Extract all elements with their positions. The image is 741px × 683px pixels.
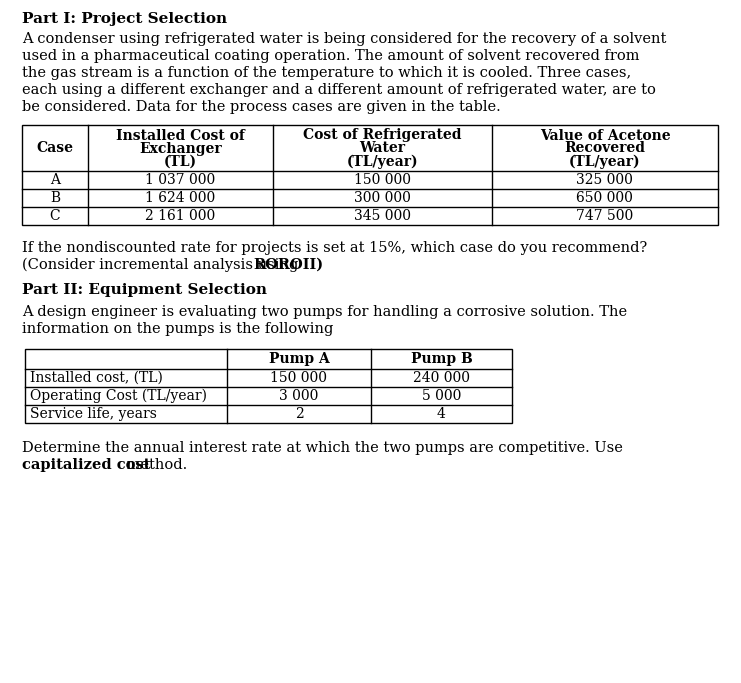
Bar (25, 349, 512, 423)
Text: Operating Cost (TL/year): Operating Cost (TL/year) (30, 389, 207, 403)
Text: ROROII): ROROII) (253, 258, 323, 272)
Text: (TL/year): (TL/year) (346, 154, 418, 169)
Text: Case: Case (36, 141, 73, 156)
Text: 747 500: 747 500 (576, 209, 634, 223)
Text: A design engineer is evaluating two pumps for handling a corrosive solution. The: A design engineer is evaluating two pump… (22, 305, 627, 319)
Text: 4: 4 (437, 407, 446, 421)
Text: Value of Acetone: Value of Acetone (539, 128, 670, 143)
Text: used in a pharmaceutical coating operation. The amount of solvent recovered from: used in a pharmaceutical coating operati… (22, 49, 639, 63)
Text: Determine the annual interest rate at which the two pumps are competitive. Use: Determine the annual interest rate at wh… (22, 441, 623, 455)
Text: Pump A: Pump A (268, 352, 329, 366)
Bar (22, 125, 718, 225)
Text: (TL/year): (TL/year) (569, 154, 641, 169)
Text: information on the pumps is the following: information on the pumps is the followin… (22, 322, 333, 336)
Text: 240 000: 240 000 (413, 371, 470, 385)
Text: (Consider incremental analysis using: (Consider incremental analysis using (22, 258, 303, 273)
Text: Part II: Equipment Selection: Part II: Equipment Selection (22, 283, 267, 297)
Text: Installed cost, (TL): Installed cost, (TL) (30, 371, 163, 385)
Text: Service life, years: Service life, years (30, 407, 157, 421)
Text: A: A (50, 173, 60, 187)
Text: 150 000: 150 000 (353, 173, 411, 187)
Text: method.: method. (122, 458, 187, 472)
Text: If the nondiscounted rate for projects is set at 15%, which case do you recommen: If the nondiscounted rate for projects i… (22, 241, 647, 255)
Text: be considered. Data for the process cases are given in the table.: be considered. Data for the process case… (22, 100, 501, 114)
Text: B: B (50, 191, 60, 205)
Text: 345 000: 345 000 (353, 209, 411, 223)
Text: 300 000: 300 000 (353, 191, 411, 205)
Text: 650 000: 650 000 (576, 191, 634, 205)
Text: 2 161 000: 2 161 000 (145, 209, 216, 223)
Text: 150 000: 150 000 (270, 371, 328, 385)
Text: 325 000: 325 000 (576, 173, 634, 187)
Text: C: C (50, 209, 60, 223)
Text: 1 037 000: 1 037 000 (145, 173, 216, 187)
Text: Exchanger: Exchanger (139, 141, 222, 156)
Text: 5 000: 5 000 (422, 389, 461, 403)
Text: Part I: Project Selection: Part I: Project Selection (22, 12, 227, 26)
Text: capitalized cost: capitalized cost (22, 458, 150, 472)
Text: A condenser using refrigerated water is being considered for the recovery of a s: A condenser using refrigerated water is … (22, 32, 666, 46)
Text: 3 000: 3 000 (279, 389, 319, 403)
Text: (TL): (TL) (164, 154, 197, 169)
Text: Cost of Refrigerated: Cost of Refrigerated (303, 128, 462, 143)
Text: the gas stream is a function of the temperature to which it is cooled. Three cas: the gas stream is a function of the temp… (22, 66, 631, 80)
Text: each using a different exchanger and a different amount of refrigerated water, a: each using a different exchanger and a d… (22, 83, 656, 97)
Text: 2: 2 (295, 407, 303, 421)
Text: Water: Water (359, 141, 405, 156)
Text: 1 624 000: 1 624 000 (145, 191, 216, 205)
Text: Pump B: Pump B (411, 352, 472, 366)
Text: Recovered: Recovered (565, 141, 645, 156)
Text: Installed Cost of: Installed Cost of (116, 128, 245, 143)
